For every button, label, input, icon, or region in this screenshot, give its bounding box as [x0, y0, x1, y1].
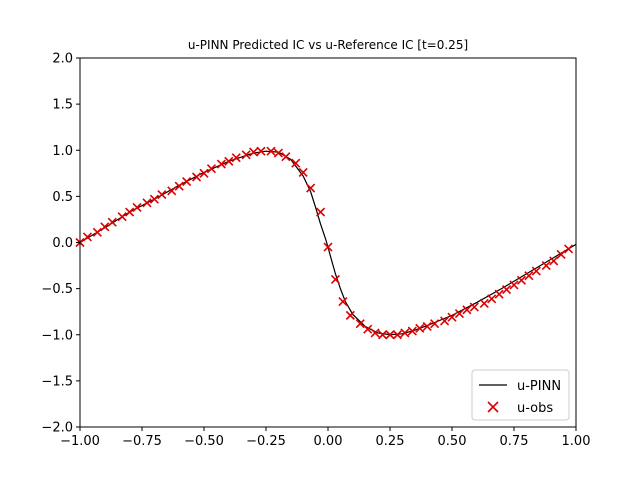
y-tick-label: 2.0	[52, 52, 73, 67]
y-tick-label: −2.0	[41, 421, 73, 436]
scatter-point	[541, 260, 551, 271]
y-tick-label: −1.0	[41, 328, 73, 343]
scatter-point	[549, 256, 559, 266]
plot-marks	[75, 146, 577, 340]
scatter-point	[256, 146, 266, 156]
scatter-point	[224, 156, 234, 166]
scatter-point	[142, 198, 152, 208]
y-tick-label: 0.0	[52, 236, 73, 251]
scatter-point	[167, 186, 177, 196]
x-tick-label: −1.00	[60, 434, 100, 449]
legend-label-u-pinn: u-PINN	[517, 379, 561, 394]
scatter-point	[487, 294, 497, 304]
scatter-point	[355, 319, 365, 329]
scatter-point	[469, 302, 479, 312]
scatter-point	[462, 305, 472, 315]
legend-box	[471, 369, 570, 421]
scatter-point	[306, 183, 316, 193]
y-tick-label: −1.5	[41, 374, 73, 389]
scatter-point	[385, 330, 395, 340]
chart-title: u-PINN Predicted IC vs u-Reference IC [t…	[188, 38, 468, 52]
scatter-point	[149, 194, 159, 204]
scatter-point	[249, 147, 259, 157]
scatter-point	[430, 319, 440, 329]
y-tick-label: −0.5	[41, 282, 73, 297]
scatter-point	[422, 321, 432, 332]
scatter-point	[174, 181, 184, 191]
legend-label-u-obs: u-obs	[517, 401, 553, 416]
scatter-point	[439, 316, 450, 326]
scatter-point	[501, 284, 512, 295]
scatter-point	[291, 158, 301, 168]
y-tick-label: 0.5	[52, 190, 73, 205]
scatter-point	[157, 189, 167, 200]
legend: u-PINN u-obs	[471, 369, 570, 421]
x-tick-label: 0.00	[314, 434, 343, 449]
scatter-point	[323, 242, 333, 252]
scatter-point	[447, 312, 457, 322]
x-tick-label: 1.00	[562, 434, 591, 449]
scatter-point	[377, 330, 388, 340]
scatter-point	[117, 212, 127, 222]
y-tick-label: 1.5	[52, 98, 73, 113]
scatter-point	[563, 244, 574, 254]
scatter-point	[191, 172, 202, 182]
scatter-point	[415, 323, 425, 333]
scatter-point	[266, 146, 276, 156]
scatter-point	[370, 328, 380, 338]
scatter-point	[100, 222, 110, 232]
scatter-point	[206, 164, 217, 174]
scatter-point	[531, 266, 541, 276]
y-tick-label: 1.0	[52, 144, 73, 159]
scatter-point	[516, 275, 527, 285]
scatter-point	[92, 227, 102, 237]
scatter-point	[479, 298, 489, 308]
scatter-point	[125, 207, 135, 217]
x-tick-label: −0.75	[122, 434, 162, 449]
x-axis: −1.00 −0.75 −0.50 −0.25 0.00 0.25 0.50 0.75 1.00	[60, 427, 590, 449]
series-scatter-u-obs	[75, 146, 574, 340]
scatter-point	[338, 296, 348, 307]
x-tick-label: 0.50	[438, 434, 467, 449]
scatter-point	[330, 274, 341, 284]
scatter-point	[241, 150, 251, 160]
scatter-point	[524, 271, 534, 281]
scatter-point	[345, 310, 355, 320]
legend-x-marker	[487, 401, 499, 413]
y-axis: −2.0 −1.5 −1.0 −0.5 0.0 0.5 1.0 1.5 2.0	[41, 52, 80, 436]
scatter-point	[199, 168, 209, 178]
scatter-point	[363, 324, 373, 334]
x-tick-label: −0.25	[246, 434, 286, 449]
scatter-point	[281, 152, 291, 162]
plot-area	[80, 58, 576, 427]
scatter-point	[315, 207, 326, 217]
scatter-point	[392, 330, 403, 340]
scatter-point	[556, 249, 566, 260]
x-tick-label: −0.50	[184, 434, 224, 449]
scatter-point	[107, 217, 117, 227]
scatter-point	[454, 308, 465, 319]
scatter-point	[298, 167, 308, 177]
x-tick-label: 0.25	[376, 434, 405, 449]
scatter-point	[182, 177, 192, 187]
x-tick-label: 0.75	[500, 434, 529, 449]
scatter-point	[407, 326, 417, 336]
scatter-point	[494, 289, 504, 299]
series-line-u-pinn	[79, 150, 577, 336]
scatter-point	[231, 153, 241, 163]
scatter-point	[216, 159, 226, 169]
scatter-point	[400, 328, 410, 338]
scatter-point	[82, 232, 93, 242]
scatter-point	[509, 280, 519, 290]
scatter-point	[273, 148, 283, 158]
scatter-point	[132, 202, 142, 213]
